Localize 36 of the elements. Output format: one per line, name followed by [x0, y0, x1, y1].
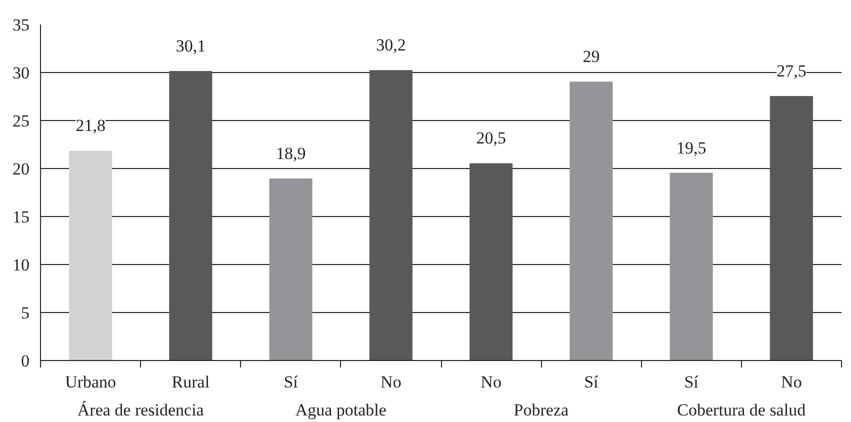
- bar: [369, 70, 412, 360]
- x-tick-label: Rural: [172, 372, 210, 392]
- data-label: 29: [582, 47, 600, 66]
- data-label: 21,8: [76, 116, 106, 136]
- data-label: 30,2: [376, 36, 406, 55]
- bar: [69, 150, 112, 360]
- y-tick-label: 15: [12, 208, 30, 226]
- x-tick-label: Urbano: [65, 372, 116, 392]
- data-label: 19,5: [676, 138, 706, 158]
- bar: [269, 178, 312, 360]
- x-tick-label: No: [480, 372, 502, 392]
- text: Cobertura de salud: [677, 400, 806, 420]
- y-tick-label: 30: [12, 64, 30, 82]
- bar: [169, 71, 212, 360]
- x-tick-label: No: [380, 372, 402, 392]
- y-tick-label: 10: [12, 256, 30, 274]
- y-tick-label: 0: [21, 352, 30, 370]
- x-tick-label: Sí: [684, 372, 699, 392]
- y-tick-label: 20: [12, 160, 30, 178]
- bar: [670, 172, 713, 360]
- text: Área de residencia: [77, 400, 204, 420]
- data-label: 20,5: [476, 128, 506, 148]
- y-tick-label: 25: [12, 112, 30, 130]
- bar: [470, 163, 513, 360]
- data-label: 30,1: [176, 36, 206, 56]
- data-label: 27,5: [776, 62, 806, 80]
- x-tick-label: Sí: [284, 372, 298, 392]
- text: Agua potable: [295, 400, 386, 420]
- y-tick-label: 5: [21, 304, 30, 322]
- x-tick-label: Sí: [584, 372, 599, 392]
- bar: [770, 96, 813, 360]
- y-tick-label: 35: [12, 16, 30, 34]
- text: Pobreza: [514, 400, 569, 420]
- x-tick-label: No: [781, 372, 802, 392]
- data-label: 18,9: [276, 144, 306, 164]
- bar: [570, 82, 613, 360]
